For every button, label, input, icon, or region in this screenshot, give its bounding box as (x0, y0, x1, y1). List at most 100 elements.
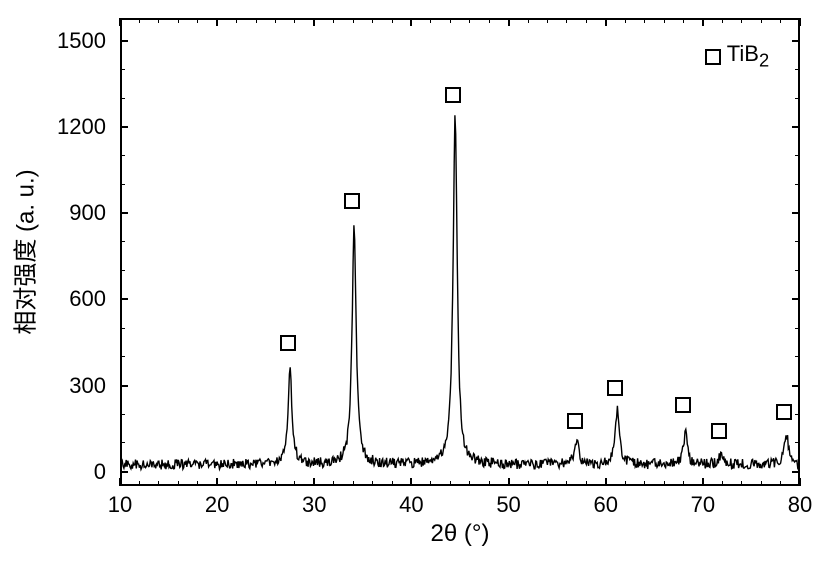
y-minor-tick (795, 98, 800, 99)
x-minor-tick (664, 481, 665, 486)
open-square-icon (445, 87, 461, 103)
x-minor-tick (139, 481, 140, 486)
y-minor-tick (120, 270, 125, 271)
x-minor-tick (256, 481, 257, 486)
x-tick-label: 70 (683, 492, 723, 518)
x-minor-tick (644, 18, 645, 23)
x-tick-label: 80 (780, 492, 820, 518)
x-tick (702, 478, 704, 486)
legend: TiB2 (705, 41, 769, 71)
x-tick (216, 478, 218, 486)
open-square-icon (607, 380, 623, 396)
y-tick-label: 0 (0, 459, 106, 485)
x-tick (313, 18, 315, 26)
x-minor-tick (353, 481, 354, 486)
x-minor-tick (236, 18, 237, 23)
x-minor-tick (625, 18, 626, 23)
y-tick (120, 471, 128, 473)
x-minor-tick (333, 481, 334, 486)
x-tick (216, 18, 218, 26)
x-axis-label-text: 2θ (°) (431, 520, 490, 547)
x-minor-tick (489, 18, 490, 23)
x-minor-tick (625, 481, 626, 486)
y-minor-tick (795, 442, 800, 443)
x-minor-tick (741, 18, 742, 23)
x-minor-tick (586, 481, 587, 486)
y-minor-tick (795, 270, 800, 271)
x-tick (119, 18, 121, 26)
x-minor-tick (469, 18, 470, 23)
x-minor-tick (450, 18, 451, 23)
y-minor-tick (795, 69, 800, 70)
x-minor-tick (275, 18, 276, 23)
x-minor-tick (586, 18, 587, 23)
y-minor-tick (795, 155, 800, 156)
y-minor-tick (120, 155, 125, 156)
xrd-line-path (120, 115, 800, 469)
x-tick (799, 478, 801, 486)
x-tick (508, 478, 510, 486)
x-minor-tick (430, 18, 431, 23)
x-minor-tick (158, 481, 159, 486)
y-tick (792, 212, 800, 214)
open-square-icon (705, 49, 721, 65)
y-minor-tick (120, 241, 125, 242)
x-minor-tick (294, 481, 295, 486)
x-minor-tick (722, 18, 723, 23)
y-minor-tick (795, 414, 800, 415)
x-axis-label: 2θ (°) (431, 520, 490, 548)
x-tick (313, 478, 315, 486)
x-tick (410, 478, 412, 486)
x-minor-tick (547, 481, 548, 486)
y-tick (792, 385, 800, 387)
x-minor-tick (528, 18, 529, 23)
y-tick (120, 126, 128, 128)
x-minor-tick (178, 18, 179, 23)
x-minor-tick (469, 481, 470, 486)
x-minor-tick (372, 481, 373, 486)
x-minor-tick (294, 18, 295, 23)
y-minor-tick (120, 356, 125, 357)
x-minor-tick (392, 18, 393, 23)
y-tick (792, 298, 800, 300)
x-minor-tick (450, 481, 451, 486)
open-square-icon (776, 404, 792, 420)
y-axis-label: 相对强度 (a. u.) (6, 169, 41, 334)
y-minor-tick (120, 442, 125, 443)
x-minor-tick (722, 481, 723, 486)
x-minor-tick (683, 18, 684, 23)
open-square-icon (711, 423, 727, 439)
y-tick (792, 40, 800, 42)
x-tick (605, 478, 607, 486)
x-tick-label: 10 (100, 492, 140, 518)
y-minor-tick (795, 328, 800, 329)
y-minor-tick (795, 356, 800, 357)
y-tick (792, 126, 800, 128)
x-tick (508, 18, 510, 26)
x-minor-tick (741, 481, 742, 486)
x-minor-tick (547, 18, 548, 23)
x-minor-tick (275, 481, 276, 486)
x-tick-label: 60 (586, 492, 626, 518)
x-tick-label: 40 (391, 492, 431, 518)
x-minor-tick (761, 481, 762, 486)
y-tick-label: 300 (0, 373, 106, 399)
y-minor-tick (795, 241, 800, 242)
x-minor-tick (566, 481, 567, 486)
x-minor-tick (236, 481, 237, 486)
x-minor-tick (566, 18, 567, 23)
x-tick (410, 18, 412, 26)
open-square-icon (344, 193, 360, 209)
y-minor-tick (120, 98, 125, 99)
open-square-icon (567, 413, 583, 429)
y-minor-tick (120, 328, 125, 329)
y-minor-tick (120, 184, 125, 185)
y-tick (120, 40, 128, 42)
x-minor-tick (178, 481, 179, 486)
legend-text: TiB2 (727, 41, 769, 71)
x-minor-tick (353, 18, 354, 23)
x-minor-tick (392, 481, 393, 486)
x-minor-tick (256, 18, 257, 23)
x-minor-tick (158, 18, 159, 23)
open-square-icon (280, 335, 296, 351)
